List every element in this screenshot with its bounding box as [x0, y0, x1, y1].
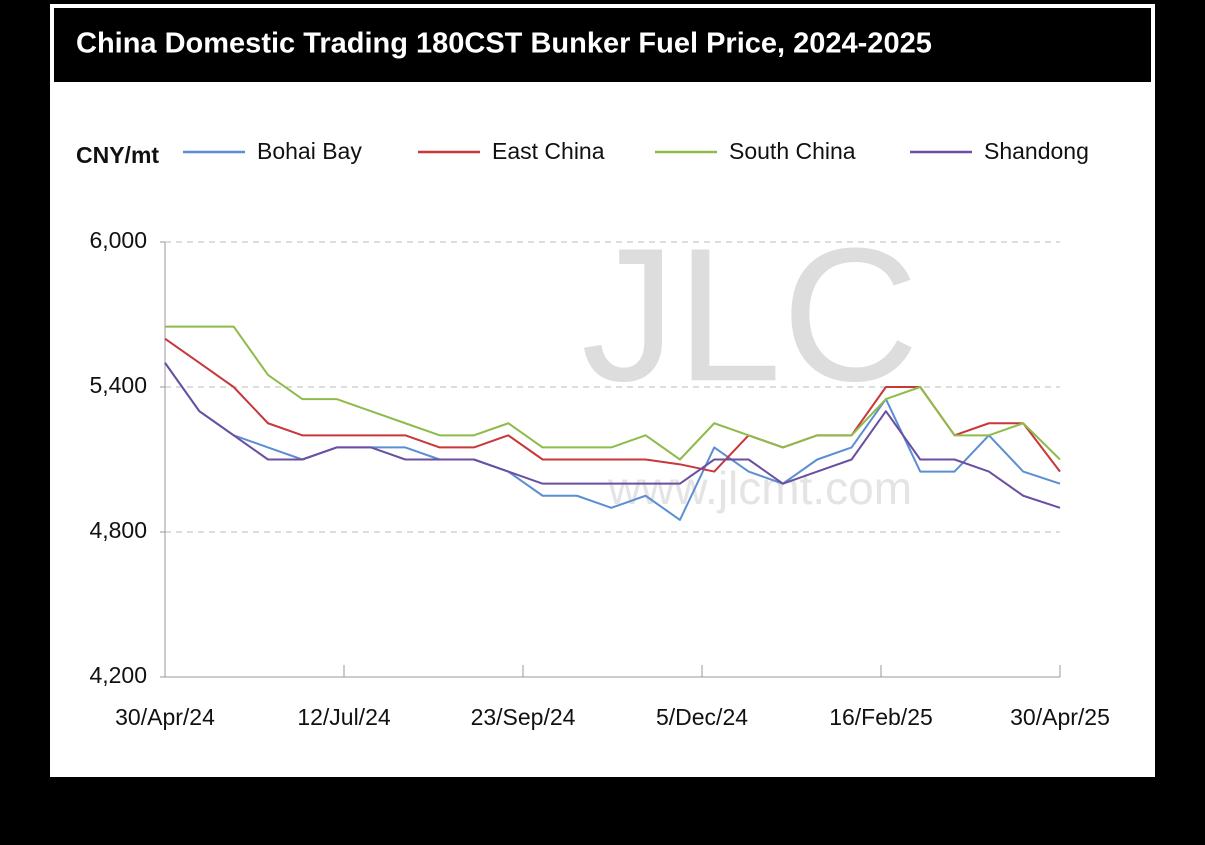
- watermark-logo: JLC: [581, 209, 919, 421]
- y-tick-label: 5,400: [89, 372, 147, 398]
- x-tick-label: 30/Apr/24: [115, 704, 215, 730]
- y-tick-label: 4,200: [89, 662, 147, 688]
- y-tick-label: 4,800: [89, 517, 147, 543]
- title-bar: [54, 8, 1151, 82]
- legend-label: Bohai Bay: [257, 138, 362, 164]
- x-tick-label: 12/Jul/24: [297, 704, 391, 730]
- panel: [50, 4, 1155, 777]
- x-tick-label: 16/Feb/25: [829, 704, 933, 730]
- legend-label: Shandong: [984, 138, 1089, 164]
- legend-label: East China: [492, 138, 605, 164]
- series-line: [165, 325, 1061, 461]
- legend-label: South China: [729, 138, 856, 164]
- x-tick-label: 5/Dec/24: [656, 704, 748, 730]
- watermark-url: www.jlcmt.com: [607, 462, 912, 514]
- x-tick-label: 30/Apr/25: [1010, 704, 1110, 730]
- y-tick-label: 6,000: [89, 227, 147, 253]
- x-tick-label: 23/Sep/24: [471, 704, 576, 730]
- series-line: [164, 337, 1061, 473]
- chart-title: China Domestic Trading 180CST Bunker Fue…: [76, 28, 932, 60]
- y-axis-label: CNY/mt: [76, 142, 159, 168]
- series-line: [164, 362, 1061, 509]
